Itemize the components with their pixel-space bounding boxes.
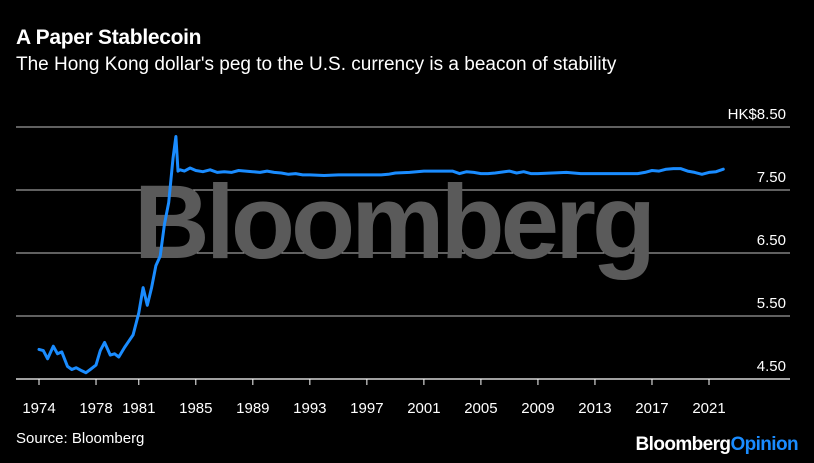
y-tick-label: 7.50 [757,169,786,186]
series-layer [37,135,725,375]
x-tick-label: 2005 [464,400,497,417]
y-axis-tick-labels: 4.50 5.50 6.50 7.50 HK$8.50 [728,106,786,375]
brand-opinion: Opinion [730,434,798,455]
x-tick-label: 1989 [236,400,269,417]
x-tick-label: 1978 [79,400,112,417]
y-tick-label: HK$8.50 [728,106,786,123]
x-tick-label: 1997 [350,400,383,417]
x-axis-tick-labels: 1974 1978 1981 1985 1989 1993 1997 2001 2005 2009… [22,379,726,417]
y-tick-label: 6.50 [757,232,786,249]
x-tick-label: 2009 [521,400,554,417]
watermark: Bloomberg [134,164,652,281]
bloomberg-opinion-logo: BloombergOpinion [635,434,799,456]
x-tick-label: 2021 [692,400,725,417]
x-tick-label: 1974 [22,400,55,417]
brand-bloomberg: Bloomberg [635,434,731,455]
x-tick-label: 1993 [293,400,326,417]
grid-lines [16,126,790,380]
y-tick-label: 4.50 [757,358,786,375]
chart-title: A Paper Stablecoin [16,26,202,49]
x-tick-label: 2001 [407,400,440,417]
x-tick-label: 1981 [122,400,155,417]
source-note: Source: Bloomberg [16,430,145,447]
chart-subtitle: The Hong Kong dollar's peg to the U.S. c… [16,54,617,75]
series-line-usd-hkd [37,135,725,375]
y-tick-label: 5.50 [757,295,786,312]
x-tick-label: 2013 [578,400,611,417]
x-tick-label: 2017 [635,400,668,417]
x-tick-label: 1985 [179,400,212,417]
